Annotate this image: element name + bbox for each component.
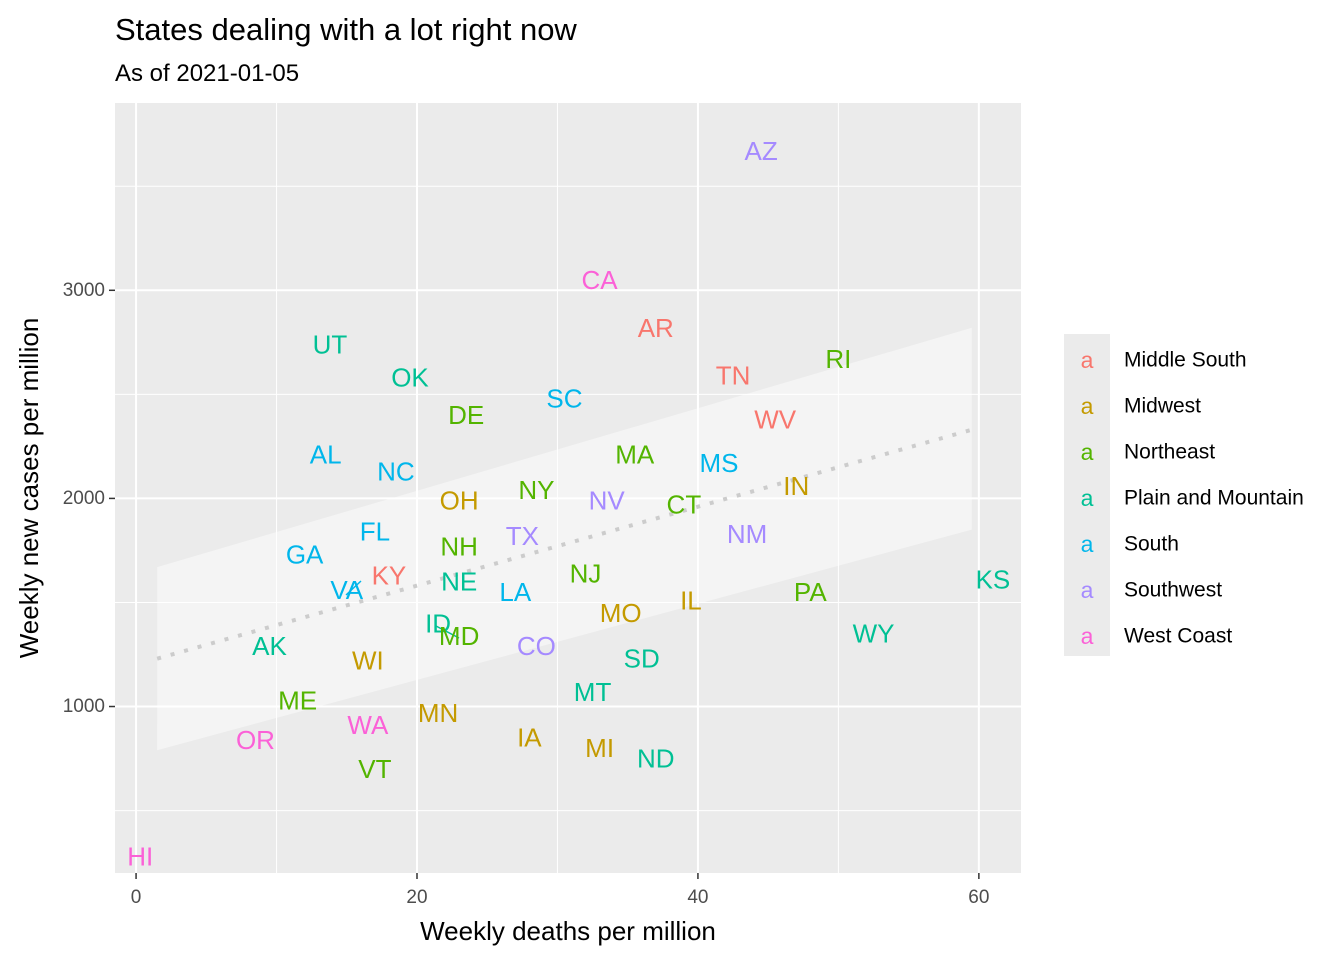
chart-subtitle: As of 2021-01-05	[115, 60, 300, 87]
point-label-MI: MI	[585, 733, 614, 763]
grid-major	[115, 103, 1021, 873]
x-tick-label: 40	[687, 887, 708, 908]
y-tick-label: 2000	[63, 488, 105, 509]
point-label-MD: MD	[439, 621, 479, 651]
point-label-AR: AR	[638, 313, 674, 343]
point-label-NE: NE	[441, 567, 477, 597]
point-label-KY: KY	[372, 560, 407, 590]
legend-key: a	[1081, 623, 1094, 649]
point-label-IA: IA	[517, 723, 542, 753]
legend-key: a	[1081, 393, 1094, 419]
leader-layer	[345, 580, 460, 639]
point-label-MA: MA	[615, 440, 655, 470]
point-label-IL: IL	[680, 585, 702, 615]
point-label-SC: SC	[546, 384, 582, 414]
legend-label: Middle South	[1124, 349, 1247, 372]
point-label-OH: OH	[440, 485, 479, 515]
legend-label: Plain and Mountain	[1124, 487, 1304, 510]
point-label-ME: ME	[278, 685, 317, 715]
point-label-KS: KS	[976, 565, 1011, 595]
trend-layer	[156, 327, 973, 751]
point-label-CA: CA	[582, 265, 619, 295]
point-label-WV: WV	[754, 404, 797, 434]
trend-line	[156, 427, 973, 661]
point-label-MS: MS	[700, 448, 739, 478]
x-tick-label: 20	[406, 887, 427, 908]
legend-label: Southwest	[1124, 579, 1222, 602]
legend-label: South	[1124, 533, 1179, 556]
y-tick-label: 1000	[63, 696, 105, 717]
legend-label: West Coast	[1124, 625, 1232, 648]
point-label-NY: NY	[518, 475, 554, 505]
point-label-NM: NM	[727, 519, 767, 549]
point-label-AZ: AZ	[745, 136, 778, 166]
point-label-CO: CO	[517, 631, 556, 661]
points-layer: AZ CA AR UT RI OK TN SC DE WV AL MA MS NC IN NY OH NV CT FL…	[127, 136, 1010, 871]
legend-label: Northeast	[1124, 441, 1215, 464]
leader-ID	[435, 625, 460, 639]
grid-minor	[115, 103, 1021, 873]
legend-key: a	[1081, 577, 1094, 603]
point-label-VT: VT	[358, 754, 391, 784]
point-label-WI: WI	[352, 646, 384, 676]
y-axis-title: Weekly new cases per million	[14, 318, 44, 659]
point-label-PA: PA	[794, 577, 827, 607]
legend-key: a	[1081, 485, 1094, 511]
point-label-CT: CT	[667, 490, 702, 520]
legend-key-background	[1064, 334, 1110, 656]
point-label-MN: MN	[418, 698, 458, 728]
leader-VA	[345, 580, 362, 596]
point-label-ND: ND	[637, 744, 675, 774]
point-label-NV: NV	[589, 485, 626, 515]
point-label-OK: OK	[391, 363, 429, 393]
legend-key: a	[1081, 347, 1094, 373]
legend-key: a	[1081, 531, 1094, 557]
point-label-OR: OR	[236, 725, 275, 755]
point-label-VA: VA	[330, 575, 363, 605]
point-label-IN: IN	[783, 471, 809, 501]
point-label-LA: LA	[499, 577, 531, 607]
legend-label: Midwest	[1124, 395, 1201, 418]
point-label-NC: NC	[377, 456, 415, 486]
point-label-HI: HI	[127, 841, 153, 871]
point-label-MT: MT	[574, 677, 612, 707]
point-label-AL: AL	[310, 440, 342, 470]
axes-layer: 0 20 40 60 1000 2000 3000	[63, 280, 990, 908]
point-label-WA: WA	[347, 710, 389, 740]
point-label-TN: TN	[716, 361, 751, 391]
point-label-FL: FL	[360, 517, 390, 547]
legend-key: a	[1081, 439, 1094, 465]
point-label-SD: SD	[624, 644, 660, 674]
point-label-RI: RI	[825, 344, 851, 374]
plot-panel	[115, 103, 1021, 873]
legend: a Middle South a Midwest a Northeast a Plain an…	[1064, 334, 1304, 656]
x-axis-title: Weekly deaths per million	[420, 916, 716, 946]
point-label-NH: NH	[440, 531, 478, 561]
trend-confidence-band	[157, 327, 972, 751]
point-label-ID: ID	[425, 608, 451, 638]
point-label-GA: GA	[286, 540, 324, 570]
point-label-DE: DE	[448, 400, 484, 430]
point-label-WY: WY	[853, 619, 895, 649]
point-label-TX: TX	[506, 521, 539, 551]
point-label-MO: MO	[600, 598, 642, 628]
point-label-UT: UT	[313, 329, 348, 359]
point-label-NJ: NJ	[570, 558, 602, 588]
x-tick-label: 0	[131, 887, 142, 908]
x-tick-label: 60	[968, 887, 989, 908]
y-tick-label: 3000	[63, 280, 105, 301]
chart-title: States dealing with a lot right now	[115, 12, 577, 47]
point-label-AK: AK	[252, 631, 287, 661]
